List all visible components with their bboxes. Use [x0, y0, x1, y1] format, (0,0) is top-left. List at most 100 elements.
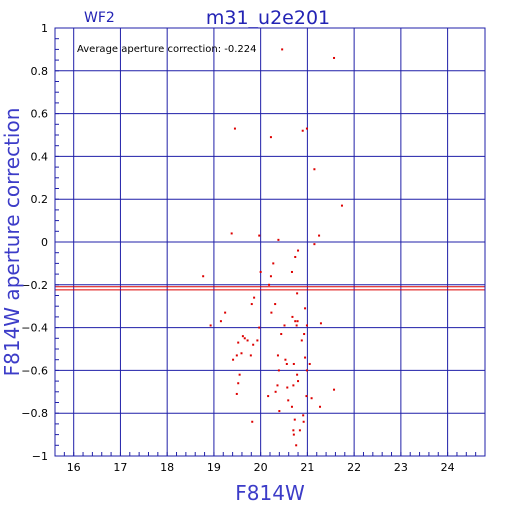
data-point	[278, 410, 281, 413]
data-point	[319, 405, 322, 408]
data-point	[296, 320, 299, 323]
data-point	[287, 399, 290, 402]
y-tick-label: 1	[41, 22, 48, 35]
data-point	[237, 382, 240, 385]
data-point	[243, 337, 246, 340]
data-point	[274, 390, 277, 393]
x-axis-title: F814W	[235, 481, 305, 505]
data-point	[304, 356, 307, 359]
y-tick-label: 0	[41, 236, 48, 249]
y-tick-label: 0.4	[31, 150, 49, 163]
data-point	[235, 354, 238, 357]
data-point	[292, 429, 295, 432]
data-point	[308, 362, 311, 365]
data-point	[292, 433, 295, 436]
average-correction-annotation: Average aperture correction: -0.224	[77, 44, 257, 55]
data-point	[246, 339, 249, 342]
x-tick-label: 20	[254, 461, 268, 474]
y-tick-labels: 1 0.8 0.6 0.4 0.2 0 −0.2 −0.4 −0.6 −0.8 −1	[21, 22, 48, 463]
x-tick-label: 21	[300, 461, 314, 474]
plot-title: m31_u2e201	[206, 7, 330, 29]
y-axis-title: F814W aperture correction	[0, 108, 24, 377]
data-point	[286, 386, 289, 389]
data-point	[258, 326, 261, 329]
data-point	[294, 320, 297, 323]
x-tick-label: 18	[160, 461, 174, 474]
data-point	[237, 341, 240, 344]
data-point	[295, 444, 298, 447]
data-point	[251, 420, 254, 423]
data-point	[298, 429, 301, 432]
data-point	[291, 315, 294, 318]
data-point	[280, 333, 283, 336]
x-tick-label: 17	[113, 461, 127, 474]
data-point	[277, 238, 280, 241]
data-point	[252, 343, 255, 346]
data-point	[283, 324, 286, 327]
data-point	[318, 234, 321, 237]
data-point	[268, 283, 271, 286]
data-point	[297, 249, 300, 252]
data-point	[241, 335, 244, 338]
data-point	[295, 324, 298, 327]
data-point	[269, 275, 272, 278]
data-point	[305, 369, 308, 372]
data-point	[202, 275, 205, 278]
y-tick-label: −1	[32, 450, 48, 463]
data-point	[319, 322, 322, 325]
y-tick-label: −0.4	[21, 322, 48, 335]
data-point	[305, 395, 308, 398]
data-point	[300, 339, 303, 342]
data-point	[297, 380, 300, 383]
data-point	[219, 320, 222, 323]
data-point	[305, 127, 308, 130]
data-point	[313, 243, 316, 246]
data-point	[224, 311, 227, 314]
data-point	[277, 369, 280, 372]
data-point	[258, 234, 261, 237]
data-point	[293, 418, 296, 421]
data-point	[250, 303, 253, 306]
y-tick-label: −0.2	[21, 279, 48, 292]
data-point	[292, 384, 295, 387]
y-tick-label: −0.8	[21, 407, 48, 420]
y-tick-label: −0.6	[21, 364, 48, 377]
data-point	[276, 354, 279, 357]
data-point	[340, 204, 343, 207]
data-point	[209, 324, 212, 327]
data-point	[230, 232, 233, 235]
data-point	[303, 333, 306, 336]
data-point	[233, 127, 236, 130]
data-point	[238, 373, 241, 376]
data-point	[253, 296, 256, 299]
data-point	[281, 48, 284, 51]
plot-frame	[54, 27, 486, 457]
data-point	[296, 292, 299, 295]
data-point	[249, 354, 252, 357]
data-point	[267, 395, 270, 398]
x-tick-label: 22	[347, 461, 361, 474]
data-point	[305, 324, 308, 327]
x-tick-labels: 16 17 18 19 20 21 22 23 24	[67, 461, 455, 474]
data-point	[272, 262, 275, 265]
x-tick-label: 16	[67, 461, 81, 474]
data-point	[304, 307, 307, 310]
y-tick-label: 0.8	[31, 65, 49, 78]
y-tick-label: 0.6	[31, 108, 49, 121]
data-points	[202, 48, 343, 447]
data-point	[301, 129, 304, 132]
data-point	[302, 420, 305, 423]
x-tick-label: 23	[394, 461, 408, 474]
chip-label: WF2	[84, 10, 115, 26]
data-point	[292, 362, 295, 365]
data-point	[276, 384, 279, 387]
data-point	[240, 352, 243, 355]
data-point	[296, 373, 299, 376]
reference-lines	[55, 286, 485, 291]
x-tick-label: 24	[441, 461, 455, 474]
data-point	[284, 358, 287, 361]
data-point	[256, 339, 259, 342]
data-point	[274, 303, 277, 306]
data-point	[290, 270, 293, 273]
